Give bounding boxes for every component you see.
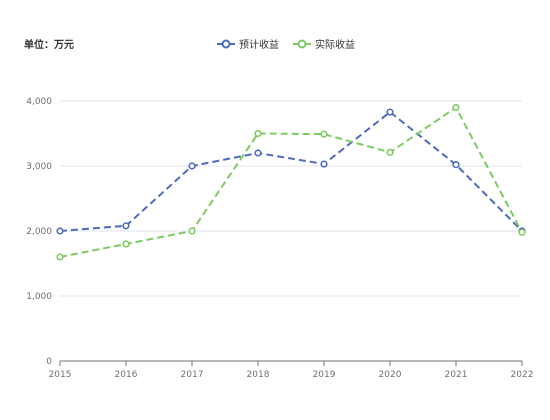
series-line-predicted xyxy=(59,111,523,232)
x-tick-label: 2018 xyxy=(247,370,270,380)
y-tick-label: 3,000 xyxy=(26,162,52,172)
series-line-actual xyxy=(59,106,523,258)
data-point-actual xyxy=(188,227,196,235)
legend-item-predicted[interactable]: 预计收益 xyxy=(217,36,279,51)
data-point-actual xyxy=(320,130,328,138)
y-tick-label: 2,000 xyxy=(26,227,52,237)
legend-swatch-predicted xyxy=(217,39,235,48)
x-tick-label: 2022 xyxy=(511,370,534,380)
x-tick-label: 2019 xyxy=(313,370,336,380)
x-tick-label: 2016 xyxy=(115,370,138,380)
data-point-predicted xyxy=(452,161,460,169)
y-tick-label: 0 xyxy=(46,357,52,367)
x-tick-label: 2017 xyxy=(181,370,204,380)
data-point-actual xyxy=(452,103,460,112)
y-tick-label: 4,000 xyxy=(26,97,52,107)
data-point-predicted xyxy=(188,162,196,170)
data-point-actual xyxy=(56,253,64,261)
data-point-predicted xyxy=(254,149,262,157)
data-point-predicted xyxy=(386,108,394,116)
legend: 预计收益 实际收益 xyxy=(217,36,355,51)
data-point-actual xyxy=(254,129,262,138)
data-point-actual xyxy=(122,240,130,248)
data-point-actual xyxy=(386,148,394,156)
x-tick-label: 2020 xyxy=(379,370,402,380)
data-point-predicted xyxy=(56,227,64,235)
data-point-predicted xyxy=(122,222,130,230)
legend-item-actual[interactable]: 实际收益 xyxy=(293,36,355,51)
y-tick-label: 1,000 xyxy=(26,292,52,302)
legend-label-predicted: 预计收益 xyxy=(239,40,279,51)
unit-label: 单位：万元 xyxy=(24,40,74,51)
legend-label-actual: 实际收益 xyxy=(315,40,355,51)
data-point-actual xyxy=(518,228,526,236)
x-tick-label: 2015 xyxy=(49,370,72,380)
x-tick-label: 2021 xyxy=(445,370,468,380)
legend-swatch-actual xyxy=(293,39,311,48)
data-point-predicted xyxy=(320,160,328,168)
